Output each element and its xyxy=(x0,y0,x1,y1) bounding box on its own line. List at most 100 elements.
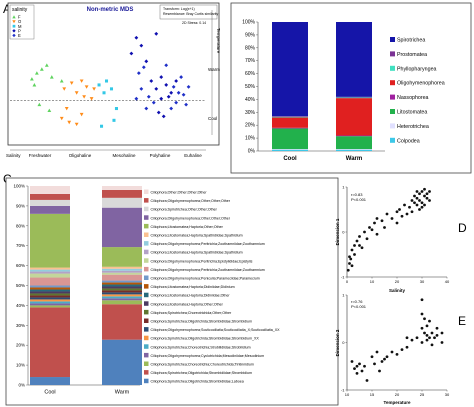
mds-point-e xyxy=(151,100,156,105)
d-scatter-point xyxy=(349,257,353,261)
panel-a-info-line: Resemblance: Bray Curtis similarity xyxy=(163,12,218,16)
d-xtick-label: 30 xyxy=(420,279,425,284)
b-legend-swatch xyxy=(390,51,395,57)
b-legend-label-oligohymenophorea: Oligohymenophorea xyxy=(397,81,445,87)
c-legend-label-ciliophora-litostomatea-haptoria-didiniidae-didinium: Ciliophora;Litostomatea;Haptoria;Didinii… xyxy=(151,285,235,289)
c-legend-swatch xyxy=(144,352,149,358)
c-legend-swatch xyxy=(144,266,149,272)
e-scatter-point xyxy=(358,362,361,366)
legend-marker-f xyxy=(12,15,16,19)
panel-a-salinity-label: Mesohaline xyxy=(112,153,136,158)
c-legend-label-ciliophora-other-other-other-other: Ciliophora;Other;Other;Other;Other xyxy=(151,191,208,195)
e-scatter-point xyxy=(350,360,354,363)
d-scatter-point xyxy=(418,199,421,202)
panel-e-ylabel: Dimension 2 xyxy=(335,329,340,356)
panel-b-class-bar-chart: 0% 10% 20% 30% 40% 50% 60% 70% 80% 90% 100% Cool Wa… xyxy=(230,2,472,174)
mds-point-o xyxy=(64,107,69,111)
mds-point-p xyxy=(166,94,171,99)
b-legend-swatch xyxy=(390,80,395,86)
panel-c-yticks: 0% 10% 20% 30% 40% 50% 60% 70% 80% 90% 100% xyxy=(13,184,28,388)
c-ytick-label: 40% xyxy=(16,303,25,308)
panel-d-stat-r: r=0.83 xyxy=(351,192,363,197)
panel-letter-a: A xyxy=(3,2,11,16)
panel-a-info-line: Transform: Log(x+1) xyxy=(163,7,195,11)
mds-point-m xyxy=(109,87,114,91)
c-legend-label-ciliophora-oligohymenophorea-peritrichia-zoothamniidae-zoothamnium: Ciliophora;Oligohymenophorea;Peritrichia… xyxy=(151,268,265,272)
c-bar-segment-cool xyxy=(30,269,70,272)
d-scatter-point xyxy=(423,203,426,207)
mds-point-p xyxy=(159,96,164,101)
b-bar-segment-cool xyxy=(272,127,308,129)
d-xtick-label: 40 xyxy=(445,279,450,284)
d-ytick-label: 1 xyxy=(342,184,345,189)
panel-a-title: Non-metric MDS xyxy=(87,7,134,13)
c-bar-segment-warm xyxy=(102,304,142,340)
e-scatter-point xyxy=(435,326,439,330)
c-legend-label-ciliophora-spirotrichea-choreotrichida-other-other: Ciliophora;Spirotrichea;Choreotrichida;O… xyxy=(151,311,233,315)
mds-point-p xyxy=(144,59,149,64)
panel-d-ticks: 0 10 20 30 40-101 xyxy=(341,184,450,284)
e-scatter-point xyxy=(370,355,374,359)
mds-point-f xyxy=(47,108,52,113)
e-scatter-point xyxy=(420,312,424,316)
c-legend-swatch xyxy=(144,344,149,349)
d-scatter-point xyxy=(380,219,384,223)
c-legend-label-ciliophora-spirotrichea-oligotrichida-strombidiidae-laboea: Ciliophora;Spirotrichea;Oligotrichida;St… xyxy=(151,380,244,384)
b-legend-swatch xyxy=(390,123,395,129)
mds-point-o xyxy=(79,112,84,117)
mds-point-p xyxy=(149,79,154,83)
d-scatter-point xyxy=(365,237,369,241)
e-xtick-label: 30 xyxy=(445,392,450,397)
e-xtick-label: 15 xyxy=(370,392,375,397)
mds-point-p xyxy=(169,90,174,95)
b-category-label: Warm xyxy=(346,156,362,162)
c-legend-label-ciliophora-spirotrichea-oligotrichida-strombidiidae-strombidium: Ciliophora;Spirotrichea;Oligotrichida;St… xyxy=(151,371,252,375)
panel-c-bars xyxy=(30,186,142,385)
mds-point-e xyxy=(134,96,139,101)
e-scatter-point xyxy=(363,364,366,368)
panel-e-temperature-scatter: 10 15 20 25 30 -1 0 1 r=0.76 P<0.001 Temperatur… xyxy=(335,292,450,405)
panel-a-bottom-labels: Salinity Freshwater Oligohaline Mesohaline P… xyxy=(6,153,202,158)
mds-point-o xyxy=(69,81,74,85)
mds-point-f xyxy=(44,63,49,67)
mds-point-m xyxy=(97,83,101,87)
legend-marker-p xyxy=(12,29,16,33)
d-scatter-point xyxy=(360,246,364,250)
d-scatter-point xyxy=(425,192,429,196)
b-legend-swatch xyxy=(390,37,395,42)
b-bar-segment-warm xyxy=(336,135,372,137)
c-ytick-label: 60% xyxy=(16,263,25,268)
b-ytick-label: 50% xyxy=(245,84,256,90)
d-scatter-point xyxy=(423,194,426,198)
panel-e-stat-r: r=0.76 xyxy=(351,299,363,304)
b-ytick-label: 30% xyxy=(245,110,256,116)
c-legend-label-ciliophora-oligohymenophorea-peritrichia-zoothamniidae-zoothamnium: Ciliophora;Oligohymenophorea;Peritrichia… xyxy=(151,242,265,246)
b-legend-label-spirotrichea: Spirotrichea xyxy=(397,38,425,44)
c-legend-swatch xyxy=(144,284,149,289)
panel-b-xlabels: Cool Warm xyxy=(283,156,362,162)
d-scatter-point xyxy=(395,210,399,214)
c-ytick-label: 20% xyxy=(16,343,25,348)
mds-point-e xyxy=(169,106,174,111)
mds-point-e xyxy=(176,90,181,95)
c-legend-swatch xyxy=(144,215,149,220)
mds-point-m xyxy=(114,107,118,111)
c-legend-swatch xyxy=(144,275,149,280)
legend-marker-e xyxy=(12,33,16,38)
panel-letter-d: D xyxy=(458,221,467,235)
e-ytick-label: 0 xyxy=(342,340,345,345)
e-scatter-point xyxy=(423,317,426,321)
mds-point-p xyxy=(154,31,159,36)
d-scatter-point xyxy=(408,205,411,209)
d-scatter-point xyxy=(420,201,424,205)
c-bar-segment-warm xyxy=(102,197,142,208)
b-ytick-label: 40% xyxy=(245,97,256,103)
c-legend-swatch xyxy=(144,232,149,237)
mds-point-p xyxy=(154,86,159,91)
c-bar-segment-warm xyxy=(102,296,142,299)
e-scatter-point xyxy=(405,345,409,349)
panel-a-salinity-label: Oligohaline xyxy=(69,153,92,158)
d-scatter-point xyxy=(410,210,414,214)
mds-point-e xyxy=(146,94,151,99)
mds-point-o xyxy=(59,116,64,121)
